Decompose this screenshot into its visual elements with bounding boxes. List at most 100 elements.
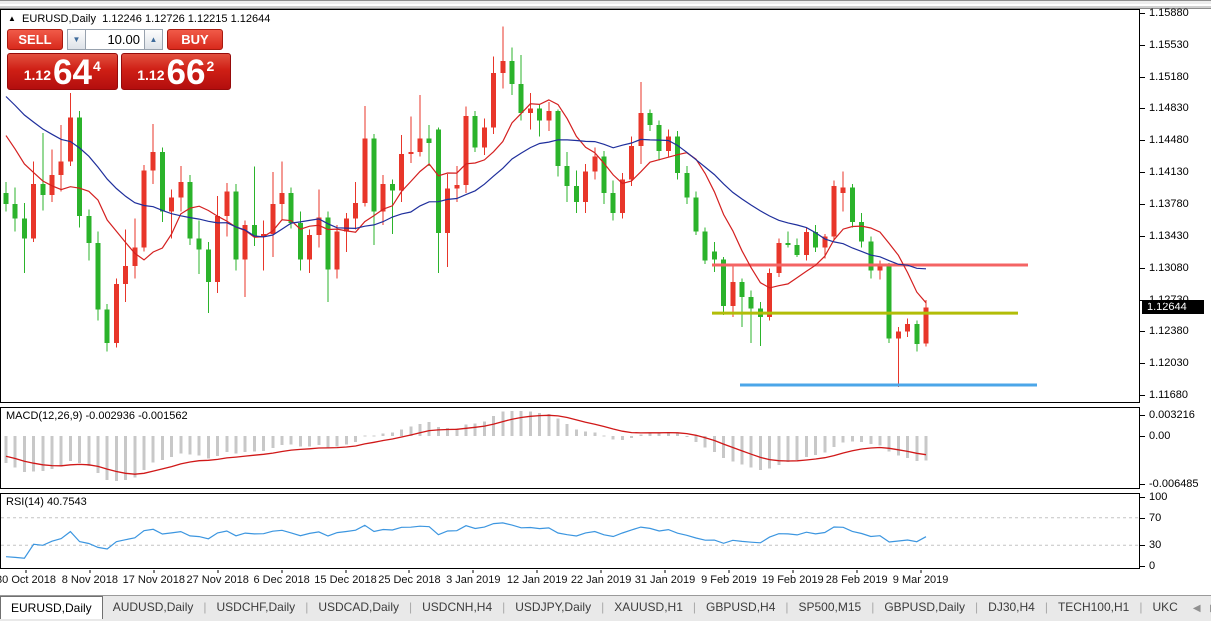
rsi-line [5, 522, 927, 559]
chart-tab-usdcad-daily[interactable]: USDCAD,Daily [318, 600, 399, 614]
chart-tab-ukc[interactable]: UKC [1152, 600, 1178, 614]
chart-symbol-label: EURUSD,Daily [22, 13, 97, 25]
chart-ohlc-values: 1.12246 1.12726 1.12215 1.12644 [102, 13, 271, 25]
axis-scale-label: 1.11680 [1149, 389, 1188, 401]
horizontal-lines-layer [712, 263, 1037, 387]
chart-quote-row: ▲ EURUSD,Daily 1.12246 1.12726 1.12215 1… [8, 13, 270, 25]
date-axis-label: 27 Nov 2018 [186, 574, 249, 586]
ma-fast-line [5, 99, 927, 304]
axis-scale-label: 0.00 [1149, 430, 1171, 442]
axis-scale-label: 1.15180 [1149, 71, 1189, 83]
volume-decrease-button[interactable]: ▼ [67, 29, 86, 50]
axis-scale-label: 1.12030 [1149, 357, 1189, 369]
date-axis-label: 30 Oct 2018 [0, 574, 56, 586]
chart-tab-gbpusd-h4[interactable]: GBPUSD,H4 [706, 600, 776, 614]
rsi-indicator-panel[interactable]: RSI(14) 40.7543 [0, 493, 1140, 569]
tab-separator: | [692, 600, 697, 614]
candles-layer [3, 26, 929, 387]
tab-separator: | [409, 600, 413, 614]
axis-scale-label: 1.15530 [1149, 39, 1189, 51]
axis-scale-label: 1.13430 [1149, 230, 1189, 242]
price-axis: 1.12644 1.15880 1.15530 1.15180 1.14830 1.14… [1140, 0, 1211, 595]
bid-price-frac: 1.12 [23, 67, 51, 83]
volume-input[interactable] [86, 29, 144, 50]
axis-scale-label: 30 [1149, 539, 1162, 551]
chart-tab-tech100-h1[interactable]: TECH100,H1 [1057, 600, 1130, 614]
axis-scale-label: 100 [1149, 491, 1168, 503]
date-axis-label: 15 Dec 2018 [314, 574, 377, 586]
axis-scale-label: 1.12730 [1149, 294, 1189, 306]
chart-tab-audusd-daily[interactable]: AUDUSD,Daily [112, 600, 194, 614]
macd-histogram [4, 411, 928, 482]
chart-tab-gbpusd-daily[interactable]: GBPUSD,Daily [884, 600, 966, 614]
date-axis-label: 19 Feb 2019 [761, 574, 824, 586]
tabs-scroll-left-icon[interactable]: ◀ [1192, 603, 1201, 614]
ma-slow-line [5, 96, 927, 270]
axis-scale-label: 1.13080 [1149, 262, 1189, 274]
chart-tab-sp500-m15[interactable]: SP500,M15 [798, 600, 862, 614]
macd-label: MACD(12,26,9) -0.002936 -0.001562 [6, 410, 188, 422]
macd-chart[interactable] [1, 408, 1139, 488]
tab-separator: | [601, 600, 605, 614]
date-axis: 30 Oct 2018 8 Nov 2018 17 Nov 2018 27 Nov 2… [0, 570, 1140, 595]
sell-button[interactable]: SELL [7, 29, 63, 50]
volume-increase-button[interactable]: ▲ [144, 29, 163, 50]
date-axis-label: 8 Nov 2018 [61, 574, 119, 586]
axis-scale-label: -0.006485 [1149, 478, 1199, 490]
date-axis-label: 3 Jan 2019 [446, 574, 501, 586]
price-chart-panel[interactable]: ▲ EURUSD,Daily 1.12246 1.12726 1.12215 1… [0, 9, 1140, 403]
date-axis-label: 28 Feb 2019 [825, 574, 888, 586]
collapse-one-click-icon[interactable]: ▲ [8, 14, 16, 23]
rsi-label: RSI(14) 40.7543 [6, 496, 87, 508]
date-axis-label: 22 Jan 2019 [570, 574, 632, 586]
macd-main-value: -0.002936 [85, 410, 136, 422]
axis-scale-label: 70 [1149, 512, 1162, 524]
tab-separator: | [203, 600, 207, 614]
macd-indicator-panel[interactable]: MACD(12,26,9) -0.002936 -0.001562 [0, 407, 1140, 489]
tab-separator: | [1044, 600, 1048, 614]
tab-separator: | [1139, 600, 1143, 614]
tab-separator: | [785, 600, 789, 614]
axis-scale-label: 1.14480 [1149, 134, 1189, 146]
date-axis-label: 9 Mar 2019 [892, 574, 949, 586]
date-axis-label: 25 Dec 2018 [378, 574, 441, 586]
ask-price-big: 66 [166, 53, 206, 92]
current-price-tag: 1.12644 [1142, 300, 1204, 314]
window-top-strip [0, 0, 1211, 9]
chart-tab-dj30-h4[interactable]: DJ30,H4 [988, 600, 1035, 614]
tabs-scroll-right-icon[interactable]: ▶ [1206, 603, 1211, 614]
ask-price-pip: 2 [206, 58, 215, 74]
date-axis-label: 9 Feb 2019 [701, 574, 757, 586]
candlestick-chart[interactable] [1, 10, 1139, 402]
bid-price-panel[interactable]: 1.12 64 4 [7, 53, 118, 90]
bid-price-pip: 4 [92, 58, 101, 74]
date-axis-label: 12 Jan 2019 [506, 574, 568, 586]
buy-button[interactable]: BUY [167, 29, 223, 50]
axis-scale-label: 1.15880 [1149, 7, 1189, 19]
rsi-chart[interactable] [1, 494, 1139, 568]
tab-separator: | [502, 600, 506, 614]
axis-scale-label: 0 [1149, 560, 1156, 572]
tab-separator: | [975, 600, 979, 614]
ask-price-panel[interactable]: 1.12 66 2 [120, 53, 231, 92]
axis-scale-label: 0.003216 [1149, 409, 1195, 421]
chart-tab-xauusd-h1[interactable]: XAUUSD,H1 [614, 600, 683, 614]
axis-scale-label: 1.14830 [1149, 102, 1189, 114]
rsi-value: 40.7543 [46, 496, 87, 508]
chart-tab-usdcnh-h4[interactable]: USDCNH,H4 [422, 600, 493, 614]
date-axis-label: 17 Nov 2018 [122, 574, 185, 586]
axis-scale-label: 1.13780 [1149, 198, 1189, 210]
axis-scale-label: 1.14130 [1149, 166, 1189, 178]
date-axis-label: 31 Jan 2019 [634, 574, 696, 586]
bid-price-big: 64 [53, 53, 92, 92]
macd-signal-line [5, 414, 927, 475]
macd-signal-value: -0.001562 [138, 410, 188, 422]
tab-separator: | [871, 600, 875, 614]
chart-tab-eurusd-daily[interactable]: EURUSD,Daily [0, 596, 103, 619]
chart-tab-bar: EURUSD,Daily AUDUSD,Daily | USDCHF,Daily | US… [0, 595, 1211, 621]
tab-separator: | [305, 600, 309, 614]
chart-tab-usdjpy-daily[interactable]: USDJPY,Daily [515, 600, 592, 614]
chart-tab-usdchf-daily[interactable]: USDCHF,Daily [216, 600, 296, 614]
date-axis-label: 6 Dec 2018 [253, 574, 310, 586]
